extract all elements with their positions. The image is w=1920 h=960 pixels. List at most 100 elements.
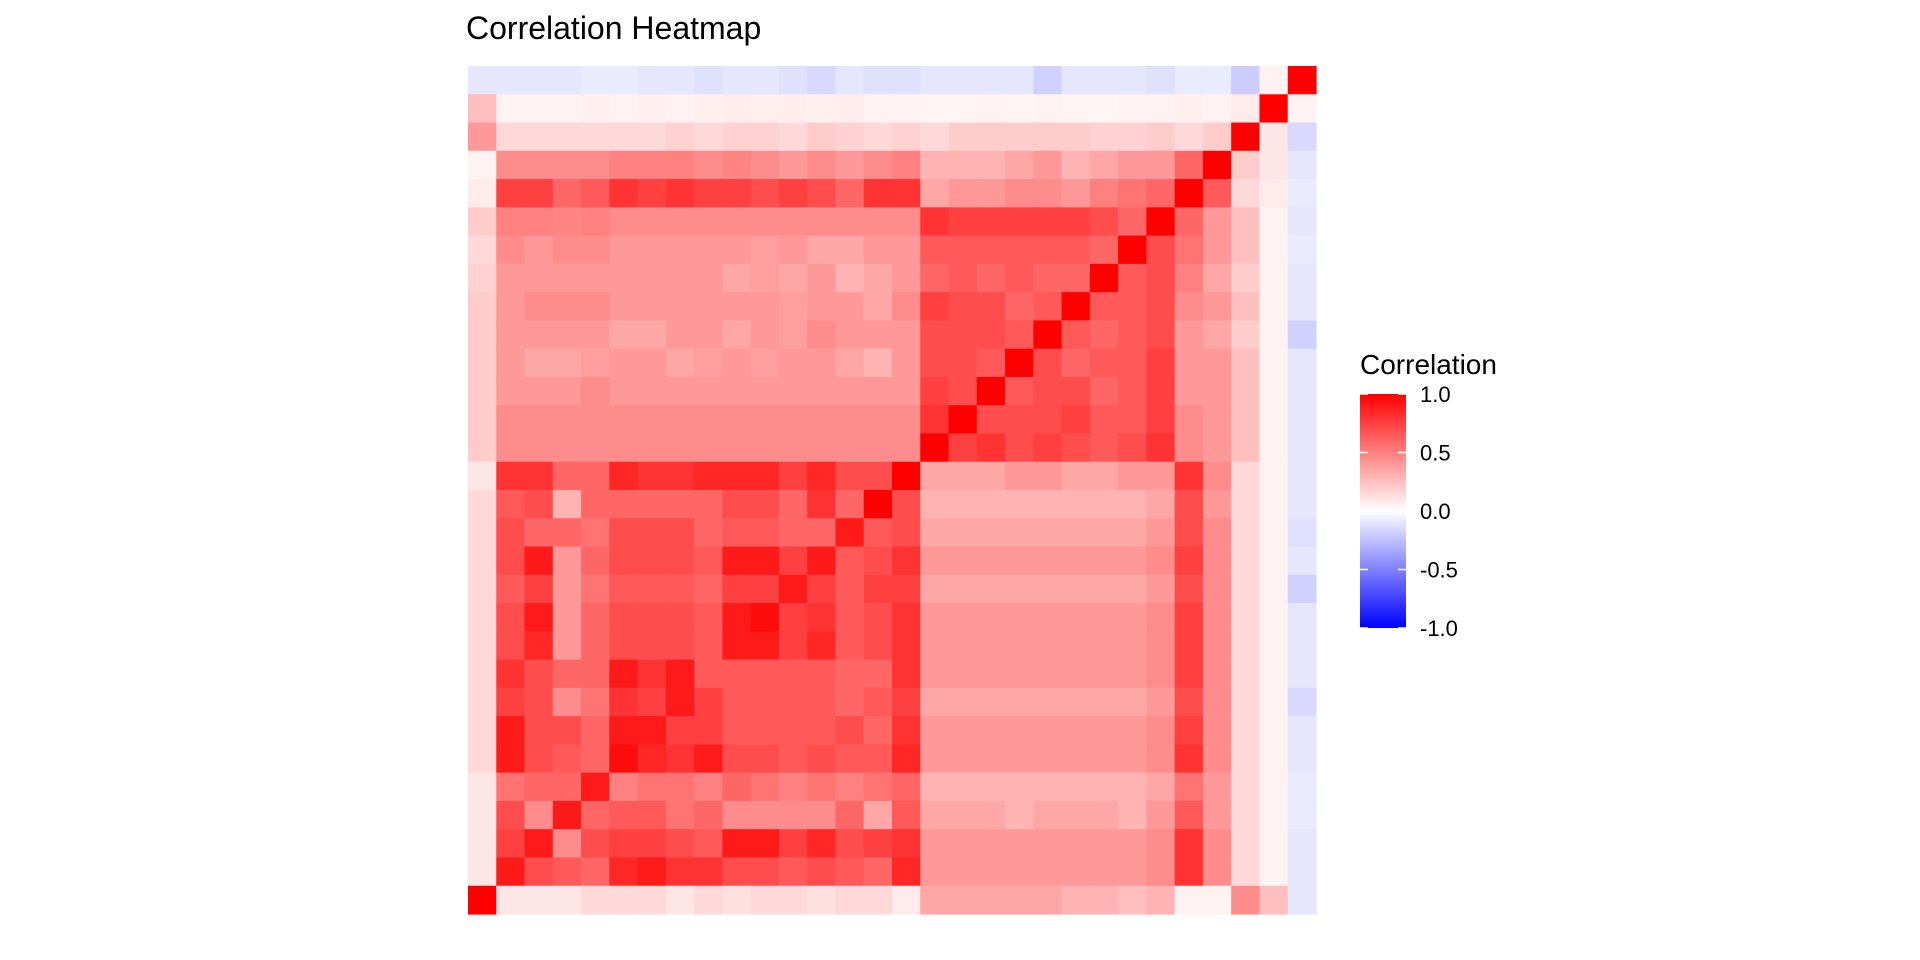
heatmap-cell xyxy=(1259,885,1289,915)
heatmap-cell xyxy=(778,235,808,265)
heatmap-cell xyxy=(1202,518,1232,548)
heatmap-cell xyxy=(1146,292,1176,321)
heatmap-cell xyxy=(496,433,526,463)
heatmap-cell xyxy=(552,207,582,237)
heatmap-cell xyxy=(468,461,497,491)
heatmap-cell xyxy=(835,829,865,859)
heatmap-cell xyxy=(609,263,639,293)
heatmap-cell xyxy=(581,235,610,265)
heatmap-cell xyxy=(581,461,610,491)
heatmap-cell xyxy=(1089,829,1119,859)
heatmap-cell xyxy=(637,603,667,632)
heatmap-cell xyxy=(835,687,865,717)
heatmap-cell xyxy=(1005,235,1034,265)
heatmap-cell xyxy=(1231,461,1261,491)
heatmap-cell xyxy=(581,518,610,548)
heatmap-cell xyxy=(1259,744,1289,774)
heatmap-cell xyxy=(1259,348,1289,378)
heatmap-cell xyxy=(778,405,808,435)
heatmap-cell xyxy=(1259,659,1289,689)
heatmap-cell xyxy=(722,885,752,915)
heatmap-cell xyxy=(807,659,837,689)
heatmap-cell xyxy=(1174,263,1204,293)
heatmap-cell xyxy=(863,857,893,887)
heatmap-cell xyxy=(722,405,752,435)
heatmap-cell xyxy=(609,546,639,576)
heatmap-cell xyxy=(468,772,497,802)
heatmap-cell xyxy=(948,376,978,406)
heatmap-cell xyxy=(892,631,921,661)
heatmap-cell xyxy=(778,603,808,632)
heatmap-cell xyxy=(863,885,893,915)
heatmap-cell xyxy=(1005,66,1034,95)
heatmap-cell xyxy=(1089,857,1119,887)
heatmap-cell xyxy=(920,179,950,208)
heatmap-cell xyxy=(1033,348,1063,378)
heatmap-cell xyxy=(1089,150,1119,180)
heatmap-cell xyxy=(524,546,554,576)
heatmap-cell xyxy=(920,744,950,774)
heatmap-cell xyxy=(948,659,978,689)
heatmap-cell xyxy=(722,800,752,830)
heatmap-cell xyxy=(496,659,526,689)
heatmap-cell xyxy=(1033,716,1063,745)
heatmap-cell xyxy=(1118,631,1147,661)
heatmap-cell xyxy=(1146,772,1176,802)
heatmap-cell xyxy=(552,263,582,293)
heatmap-cell xyxy=(778,66,808,95)
heatmap-cell xyxy=(1146,800,1176,830)
heatmap-cell xyxy=(694,829,723,859)
heatmap-cell xyxy=(665,631,695,661)
heatmap-cell xyxy=(1033,518,1063,548)
heatmap-cell xyxy=(1174,292,1204,321)
heatmap-cell xyxy=(581,744,610,774)
heatmap-cell xyxy=(807,94,837,124)
heatmap-cell xyxy=(976,320,1006,350)
heatmap-cell xyxy=(468,687,497,717)
heatmap-cell xyxy=(524,263,554,293)
heatmap-cell xyxy=(948,320,978,350)
heatmap-cell xyxy=(581,94,610,124)
heatmap-cell xyxy=(1118,292,1147,321)
heatmap-cell xyxy=(637,122,667,152)
heatmap-cell xyxy=(665,659,695,689)
heatmap-cell xyxy=(694,263,723,293)
heatmap-cell xyxy=(581,687,610,717)
heatmap-cell xyxy=(863,744,893,774)
heatmap-cell xyxy=(807,235,837,265)
heatmap-cell xyxy=(1089,376,1119,406)
heatmap-cell xyxy=(807,857,837,887)
heatmap-cell xyxy=(637,687,667,717)
heatmap-cell xyxy=(609,405,639,435)
heatmap-cell xyxy=(920,800,950,830)
heatmap-cell xyxy=(892,518,921,548)
heatmap-cell xyxy=(807,885,837,915)
heatmap-cell xyxy=(1005,659,1034,689)
heatmap-cell xyxy=(920,66,950,95)
heatmap-cell xyxy=(1118,659,1147,689)
heatmap-cell xyxy=(1174,829,1204,859)
heatmap-cell xyxy=(1033,687,1063,717)
heatmap-cell xyxy=(976,800,1006,830)
heatmap-cell xyxy=(1033,885,1063,915)
heatmap-cell xyxy=(920,150,950,180)
heatmap-cell xyxy=(948,94,978,124)
heatmap-cell xyxy=(581,574,610,604)
heatmap-cell xyxy=(552,150,582,180)
heatmap-cell xyxy=(637,885,667,915)
heatmap-cell xyxy=(694,150,723,180)
heatmap-cell xyxy=(778,829,808,859)
heatmap-cell xyxy=(552,659,582,689)
heatmap-cell xyxy=(1061,490,1091,519)
heatmap-cell xyxy=(552,574,582,604)
heatmap-cell xyxy=(920,546,950,576)
heatmap-cell xyxy=(1231,405,1261,435)
heatmap-cell xyxy=(1061,518,1091,548)
heatmap-cell xyxy=(609,800,639,830)
heatmap-cell xyxy=(581,122,610,152)
heatmap-cell xyxy=(722,490,752,519)
heatmap-cell xyxy=(1146,518,1176,548)
heatmap-cell xyxy=(976,857,1006,887)
heatmap-cell xyxy=(1146,94,1176,124)
heatmap-cell xyxy=(1146,546,1176,576)
